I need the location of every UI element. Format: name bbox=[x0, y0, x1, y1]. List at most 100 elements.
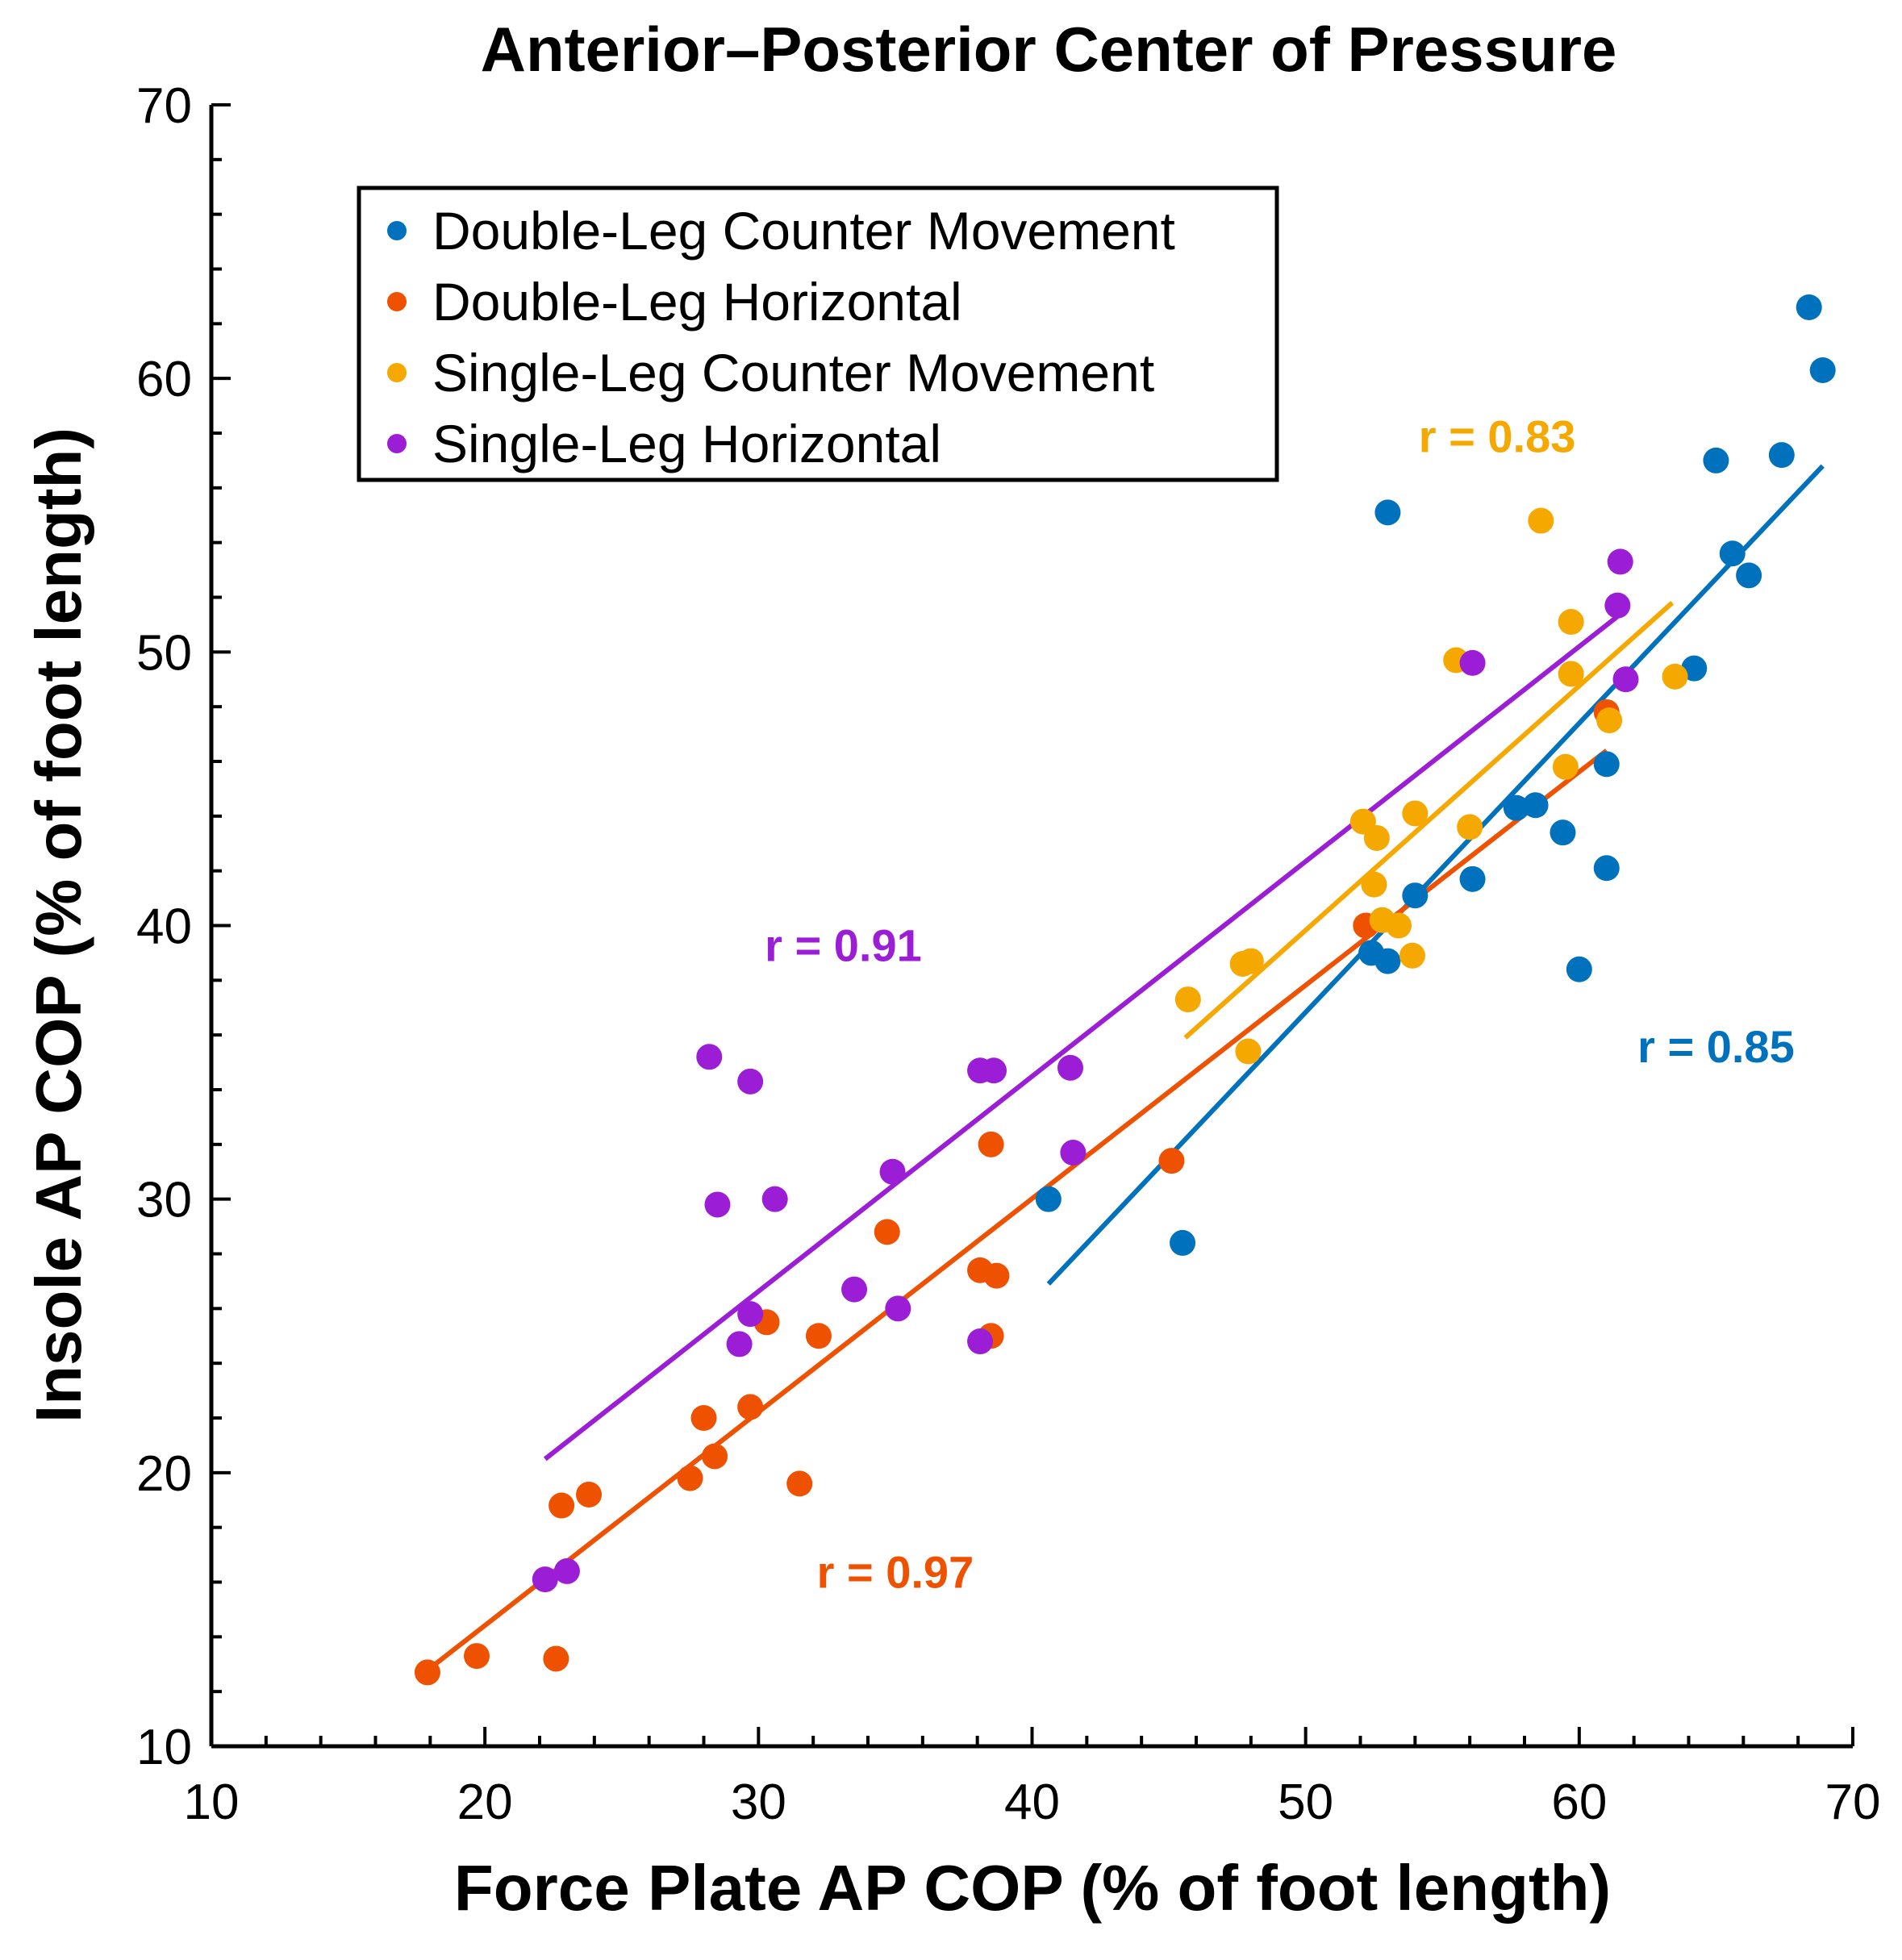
data-point bbox=[576, 1481, 603, 1508]
data-point bbox=[1566, 956, 1592, 982]
data-point bbox=[677, 1465, 703, 1491]
legend-marker bbox=[387, 292, 407, 311]
legend: Double-Leg Counter Movement Double-Leg Ho… bbox=[357, 186, 1279, 482]
correlation-label: r = 0.85 bbox=[1637, 1021, 1795, 1072]
correlation-labels: r = 0.85 r = 0.97 r = 0.83 r = 0.91 bbox=[765, 411, 1795, 1598]
data-point bbox=[981, 1057, 1007, 1084]
data-point bbox=[1593, 855, 1620, 882]
data-point bbox=[548, 1492, 575, 1519]
data-point bbox=[702, 1443, 728, 1470]
data-point bbox=[885, 1295, 911, 1322]
legend-marker bbox=[387, 434, 407, 453]
data-point bbox=[841, 1276, 868, 1303]
data-point bbox=[1593, 751, 1620, 778]
data-point bbox=[1736, 562, 1762, 589]
data-point bbox=[1459, 649, 1486, 676]
x-tick-label: 20 bbox=[457, 1774, 513, 1830]
data-point bbox=[1768, 442, 1795, 469]
data-point bbox=[532, 1566, 558, 1593]
y-tick-label: 40 bbox=[136, 899, 192, 955]
data-point bbox=[1363, 824, 1390, 851]
data-point bbox=[1035, 1186, 1062, 1212]
data-point bbox=[704, 1191, 731, 1218]
legend-entry-label: Single-Leg Horizontal bbox=[432, 414, 941, 473]
data-point bbox=[696, 1044, 723, 1070]
y-tick-label: 30 bbox=[136, 1173, 192, 1228]
x-tick-label: 10 bbox=[184, 1774, 240, 1830]
x-tick-label: 50 bbox=[1278, 1774, 1333, 1830]
legend-entry-label: Single-Leg Counter Movement bbox=[432, 343, 1154, 402]
data-point bbox=[874, 1219, 900, 1245]
data-point bbox=[737, 1394, 764, 1420]
data-point bbox=[1374, 948, 1401, 974]
x-tick-label: 40 bbox=[1004, 1774, 1060, 1830]
data-point bbox=[1385, 912, 1412, 939]
data-point bbox=[1809, 357, 1836, 383]
data-point bbox=[1607, 548, 1633, 575]
data-point bbox=[1604, 592, 1631, 619]
x-axis-label: Force Plate AP COP (% of foot length) bbox=[454, 1852, 1611, 1924]
fit-line bbox=[423, 749, 1608, 1674]
data-point bbox=[1402, 882, 1429, 909]
data-point bbox=[1612, 666, 1639, 693]
data-point bbox=[1237, 948, 1264, 974]
data-point bbox=[1550, 819, 1576, 846]
fit-line bbox=[1183, 601, 1675, 1040]
data-point bbox=[1057, 1054, 1083, 1081]
data-point bbox=[1558, 609, 1584, 636]
fit-line bbox=[543, 614, 1620, 1462]
data-point bbox=[726, 1331, 753, 1357]
data-point bbox=[1158, 1148, 1185, 1174]
correlation-label: r = 0.97 bbox=[817, 1546, 974, 1597]
chart-title: Anterior–Posterior Center of Pressure bbox=[481, 14, 1617, 85]
data-point bbox=[805, 1323, 832, 1349]
data-point bbox=[1558, 661, 1584, 687]
data-point bbox=[1662, 663, 1688, 690]
x-tick-label: 30 bbox=[731, 1774, 786, 1830]
data-point bbox=[1399, 942, 1425, 969]
data-point bbox=[978, 1131, 1004, 1157]
data-point bbox=[1174, 986, 1201, 1013]
data-point bbox=[1361, 871, 1387, 898]
ticks: 10 20 30 40 50 60 70 10 20 30 40 50 60 70 bbox=[136, 78, 1880, 1830]
data-point bbox=[1596, 707, 1623, 734]
data-point bbox=[737, 1068, 764, 1095]
data-point bbox=[967, 1328, 994, 1355]
y-tick-label: 50 bbox=[136, 625, 192, 681]
data-point bbox=[463, 1643, 490, 1670]
correlation-label: r = 0.91 bbox=[765, 920, 922, 971]
x-tick-label: 70 bbox=[1825, 1774, 1881, 1830]
data-point bbox=[690, 1405, 717, 1431]
data-point bbox=[1170, 1229, 1196, 1256]
y-tick-label: 70 bbox=[136, 78, 192, 134]
data-point bbox=[1719, 540, 1746, 567]
data-point bbox=[1459, 865, 1486, 892]
legend-entry-label: Double-Leg Horizontal bbox=[432, 272, 962, 332]
data-point bbox=[786, 1470, 813, 1497]
correlation-label: r = 0.83 bbox=[1419, 411, 1576, 462]
y-tick-label: 60 bbox=[136, 352, 192, 407]
fit-lines bbox=[423, 464, 1825, 1674]
data-point bbox=[1796, 294, 1822, 320]
legend-entry-label: Double-Leg Counter Movement bbox=[432, 201, 1175, 261]
data-point bbox=[1060, 1140, 1087, 1166]
y-tick-label: 10 bbox=[136, 1720, 192, 1775]
x-tick-label: 60 bbox=[1551, 1774, 1607, 1830]
data-point bbox=[1522, 792, 1549, 819]
y-tick-label: 20 bbox=[136, 1446, 192, 1502]
fit-line bbox=[1046, 464, 1825, 1286]
data-point bbox=[543, 1645, 569, 1672]
data-point bbox=[1528, 507, 1554, 534]
y-axis-label: Insole AP COP (% of foot length) bbox=[23, 427, 94, 1423]
data-point bbox=[761, 1186, 788, 1212]
legend-box bbox=[357, 186, 1279, 482]
data-point bbox=[983, 1262, 1010, 1289]
data-point bbox=[1503, 794, 1529, 821]
data-point bbox=[1402, 800, 1429, 827]
data-point bbox=[1235, 1038, 1262, 1065]
data-point bbox=[737, 1301, 764, 1328]
data-point bbox=[553, 1558, 580, 1584]
data-points bbox=[414, 294, 1836, 1686]
